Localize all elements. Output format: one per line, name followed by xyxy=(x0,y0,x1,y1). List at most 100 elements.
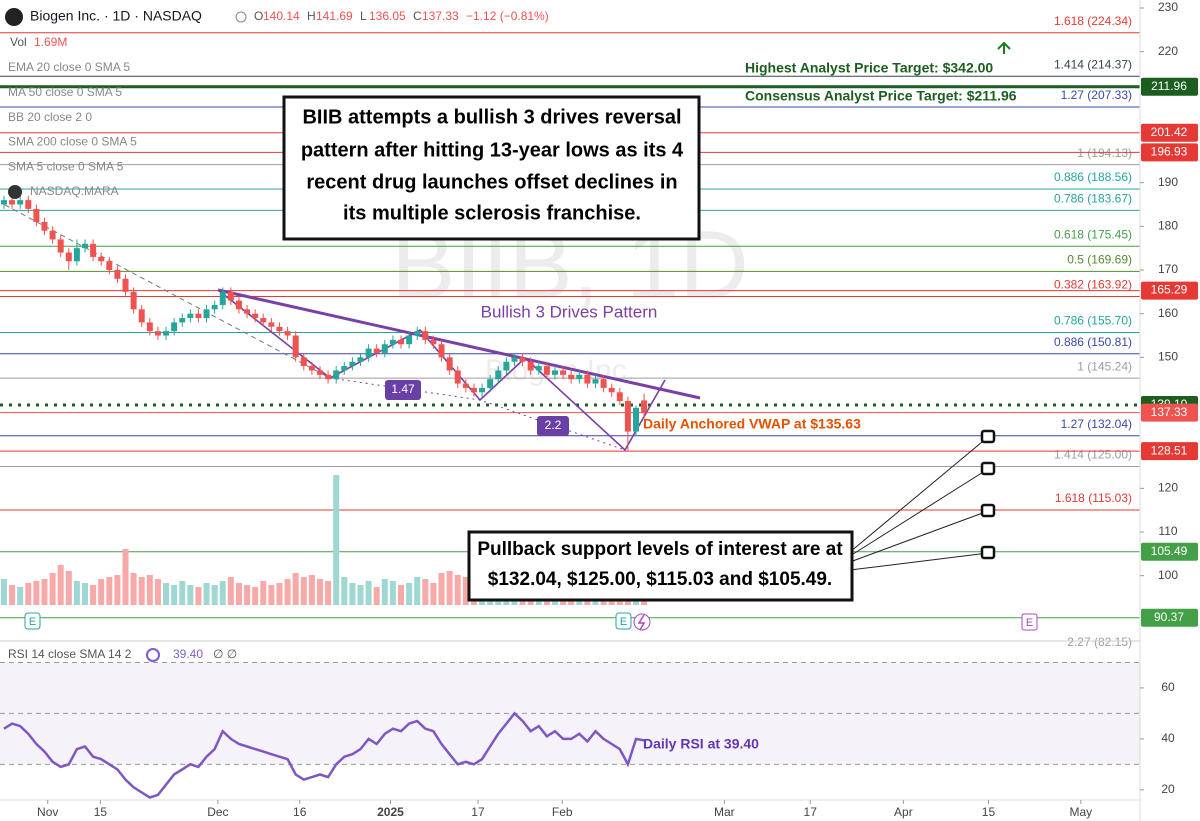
volume-bar xyxy=(268,585,275,605)
candle-body xyxy=(300,357,307,367)
level-label: 0.5 (169.69) xyxy=(1067,253,1132,267)
rsi-icon xyxy=(146,648,160,662)
study-label: BB 20 close 2 0 xyxy=(8,110,92,124)
candle-body xyxy=(235,300,242,310)
volume-bar xyxy=(308,575,315,605)
legend: Biogen Inc. · 1D · NASDAQ O 140.14 H 141.69… xyxy=(5,8,549,199)
x-tick-label: 15 xyxy=(982,805,996,819)
rsi-tick-label: 40 xyxy=(1161,731,1175,745)
vol-label: Vol xyxy=(10,35,27,49)
candle-body xyxy=(608,387,615,393)
ratio-badge xyxy=(537,416,569,436)
volume-bar xyxy=(179,581,186,605)
pointer xyxy=(849,436,989,553)
price-box-label: 105.49 xyxy=(1151,544,1188,558)
candle-body xyxy=(227,291,234,301)
resistance-line xyxy=(217,288,701,400)
earnings-marker xyxy=(1021,613,1038,631)
study-label: MA 50 close 0 SMA 5 xyxy=(8,85,122,99)
volume-bar xyxy=(462,577,469,605)
x-tick-label: May xyxy=(1070,805,1093,819)
candle-body xyxy=(519,357,526,362)
target-label: Highest Analyst Price Target: $342.00 xyxy=(745,60,993,76)
x-tick-label: 17 xyxy=(804,805,818,819)
candle-body xyxy=(592,379,599,384)
rsi-tick-label: 20 xyxy=(1161,782,1175,796)
candle-body xyxy=(479,387,486,393)
study-label: SMA 200 close 0 SMA 5 xyxy=(8,135,137,149)
volume-bar xyxy=(146,575,153,605)
volume-bar xyxy=(171,585,178,605)
thesis-line: its multiple sclerosis franchise. xyxy=(343,202,641,224)
pattern-label: Bullish 3 Drives Pattern xyxy=(481,302,658,321)
x-tick-label: Nov xyxy=(37,805,58,819)
candle-body xyxy=(462,383,469,388)
candle-body xyxy=(49,230,56,240)
volume-bar xyxy=(454,575,461,605)
volume-bar xyxy=(73,581,80,605)
candle-body xyxy=(73,248,80,262)
candle-body xyxy=(357,357,364,362)
level-label: 1.618 (224.34) xyxy=(1054,14,1132,28)
price-box xyxy=(1141,143,1198,162)
pointer xyxy=(849,552,989,571)
volume-bar xyxy=(211,585,218,605)
candle-body xyxy=(503,361,510,371)
candle-body xyxy=(203,309,210,319)
volume-bar xyxy=(49,573,56,605)
vwap-label: Daily Anchored VWAP at $135.63 xyxy=(643,416,861,432)
candle-body xyxy=(308,366,315,371)
volume-bar xyxy=(187,585,194,605)
candle-body xyxy=(260,318,267,323)
candle-body xyxy=(373,348,380,353)
volume-bar xyxy=(316,579,323,605)
rsi-note: Daily RSI at 39.40 xyxy=(643,736,759,752)
level-label: 2.27 (82.15) xyxy=(1067,635,1132,649)
candle-body xyxy=(9,200,16,205)
earnings-label: E xyxy=(1026,617,1033,629)
volume-bar xyxy=(292,573,299,605)
volume-bar xyxy=(235,583,242,605)
candle-body xyxy=(543,366,550,375)
volume-bar xyxy=(81,583,88,605)
candle-body xyxy=(495,370,502,380)
volume-bar xyxy=(17,587,24,605)
rsi-tick-label: 60 xyxy=(1161,680,1175,694)
volume-bar xyxy=(398,585,405,605)
price-box xyxy=(1141,442,1198,461)
x-tick-label: 17 xyxy=(471,805,485,819)
candle-body xyxy=(211,304,218,310)
ratio-badge xyxy=(385,380,421,400)
candle-body xyxy=(616,392,623,402)
pullback-line: $132.04, $125.00, $115.03 and $105.49. xyxy=(488,569,832,590)
candle-body xyxy=(179,318,186,323)
candle-body xyxy=(98,256,105,262)
candle-body xyxy=(33,208,40,222)
annotations: BIIB attempts a bullish 3 drives reversa… xyxy=(24,60,1038,752)
y-tick-label: 230 xyxy=(1158,0,1178,14)
level-label: 1.27 (132.04) xyxy=(1061,417,1132,431)
candle-body xyxy=(90,243,97,257)
candle-body xyxy=(446,357,453,371)
volume-bar xyxy=(114,575,121,605)
rsi-value: 39.40 xyxy=(173,647,203,661)
vol-value: 1.69M xyxy=(34,35,67,49)
candle-body xyxy=(406,335,413,345)
candle-body xyxy=(389,339,396,345)
x-tick-label: Apr xyxy=(894,805,913,819)
volume-bar xyxy=(349,583,356,605)
trend-line xyxy=(4,204,331,379)
candle-body xyxy=(244,309,251,314)
level-label: 1 (145.24) xyxy=(1077,359,1132,373)
volume-bar xyxy=(373,587,380,605)
volume-bar xyxy=(41,579,48,605)
candle-body xyxy=(511,357,518,362)
ohlc-key: L xyxy=(360,9,367,23)
candle-body xyxy=(57,239,64,253)
candle-body xyxy=(430,339,437,345)
level-label: 0.618 (175.45) xyxy=(1054,227,1132,241)
y-tick-label: 100 xyxy=(1158,568,1178,582)
pointer-box xyxy=(980,461,996,476)
candle-body xyxy=(122,278,129,292)
pointer xyxy=(849,468,989,557)
